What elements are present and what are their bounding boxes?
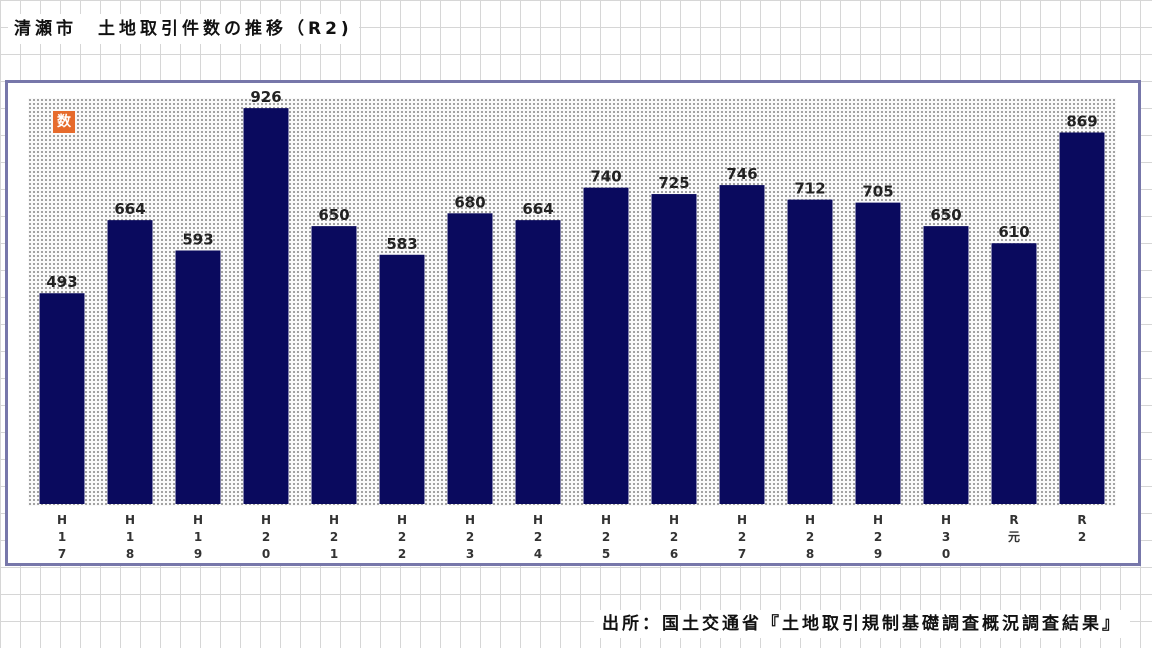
bar-H25 <box>583 187 629 504</box>
tick-label-H22-2: 2 <box>398 547 406 561</box>
data-label-H29: 705 <box>862 183 893 201</box>
tick-label-H25-2: 5 <box>602 547 610 561</box>
tick-label-H28-2: 8 <box>806 547 814 561</box>
data-label-H26: 725 <box>658 174 689 192</box>
bar-H21 <box>311 226 357 504</box>
bar-chart: 493H17664H18593H19926H20650H21583H22680H… <box>39 88 1105 561</box>
data-label-H22: 583 <box>386 235 417 253</box>
bar-H17 <box>39 293 85 504</box>
tick-label-H24-0: H <box>533 513 543 527</box>
tick-label-H30-1: 3 <box>942 530 950 544</box>
tick-label-H27-0: H <box>737 513 747 527</box>
tick-label-H18-0: H <box>125 513 135 527</box>
data-label-H25: 740 <box>590 168 621 186</box>
data-label-H28: 712 <box>794 180 825 198</box>
tick-label-H18-1: 1 <box>126 530 134 544</box>
tick-label-H21-0: H <box>329 513 339 527</box>
tick-label-H19-0: H <box>193 513 203 527</box>
data-label-H18: 664 <box>114 200 145 218</box>
tick-label-H29-0: H <box>873 513 883 527</box>
chart-title: 清瀬市 土地取引件数の推移（R2) <box>8 14 359 44</box>
tick-label-H28-0: H <box>805 513 815 527</box>
tick-label-H21-2: 1 <box>330 547 338 561</box>
tick-label-H28-1: 2 <box>806 530 814 544</box>
tick-label-H17-0: H <box>57 513 67 527</box>
tick-label-H20-1: 2 <box>262 530 270 544</box>
badge-icon: 数 <box>53 111 75 133</box>
bar-H22 <box>379 254 425 504</box>
tick-label-H22-0: H <box>397 513 407 527</box>
bar-R元 <box>991 243 1037 504</box>
bar-H26 <box>651 194 697 504</box>
tick-label-H19-1: 1 <box>194 530 202 544</box>
tick-label-H26-2: 6 <box>670 547 678 561</box>
data-label-H30: 650 <box>930 206 961 224</box>
tick-label-R元-0: R <box>1009 513 1018 527</box>
data-label-H27: 746 <box>726 165 757 183</box>
data-label-H17: 493 <box>46 273 77 291</box>
tick-label-H17-1: 1 <box>58 530 66 544</box>
tick-label-H17-2: 7 <box>58 547 66 561</box>
bar-H28 <box>787 199 833 504</box>
tick-label-H20-2: 0 <box>262 547 270 561</box>
source-note: 出所：国土交通省『土地取引規制基礎調査概況調査結果』 <box>594 610 1130 638</box>
bar-H23 <box>447 213 493 505</box>
tick-label-H21-1: 2 <box>330 530 338 544</box>
tick-label-H27-2: 7 <box>738 547 746 561</box>
chart-frame: 数 493 H 1 7 664 H 1 8 593 H 1 9 926 H 2 0 650 H 2 1 583 H 2 2 68… <box>5 80 1141 566</box>
tick-label-H30-2: 0 <box>942 547 950 561</box>
bar-H30 <box>923 226 969 504</box>
tick-label-R2-1: 2 <box>1078 530 1086 544</box>
data-label-H20: 926 <box>250 88 281 106</box>
bar-H20 <box>243 108 289 504</box>
bar-H27 <box>719 185 765 504</box>
tick-label-H25-1: 2 <box>602 530 610 544</box>
tick-label-H20-0: H <box>261 513 271 527</box>
bar-H18 <box>107 220 153 504</box>
data-label-R2: 869 <box>1066 113 1097 131</box>
tick-label-H23-2: 3 <box>466 547 474 561</box>
tick-label-H27-1: 2 <box>738 530 746 544</box>
bar-H24 <box>515 220 561 504</box>
tick-label-H29-1: 2 <box>874 530 882 544</box>
tick-label-H18-2: 8 <box>126 547 134 561</box>
tick-label-H29-2: 9 <box>874 547 882 561</box>
tick-label-R元-1: 元 <box>1008 530 1020 544</box>
tick-label-H24-1: 2 <box>534 530 542 544</box>
tick-label-R2-0: R <box>1077 513 1086 527</box>
tick-label-H23-1: 2 <box>466 530 474 544</box>
tick-label-H25-0: H <box>601 513 611 527</box>
tick-label-H26-1: 2 <box>670 530 678 544</box>
bar-H19 <box>175 250 221 504</box>
data-label-H21: 650 <box>318 206 349 224</box>
data-label-H24: 664 <box>522 200 553 218</box>
tick-label-H23-0: H <box>465 513 475 527</box>
bar-H29 <box>855 202 901 505</box>
data-label-H19: 593 <box>182 230 213 248</box>
bar-R2 <box>1059 132 1105 504</box>
tick-label-H19-2: 9 <box>194 547 202 561</box>
tick-label-H26-0: H <box>669 513 679 527</box>
data-label-R元: 610 <box>998 223 1029 241</box>
data-label-H23: 680 <box>454 193 485 211</box>
tick-label-H22-1: 2 <box>398 530 406 544</box>
tick-label-H24-2: 4 <box>534 547 542 561</box>
tick-label-H30-0: H <box>941 513 951 527</box>
